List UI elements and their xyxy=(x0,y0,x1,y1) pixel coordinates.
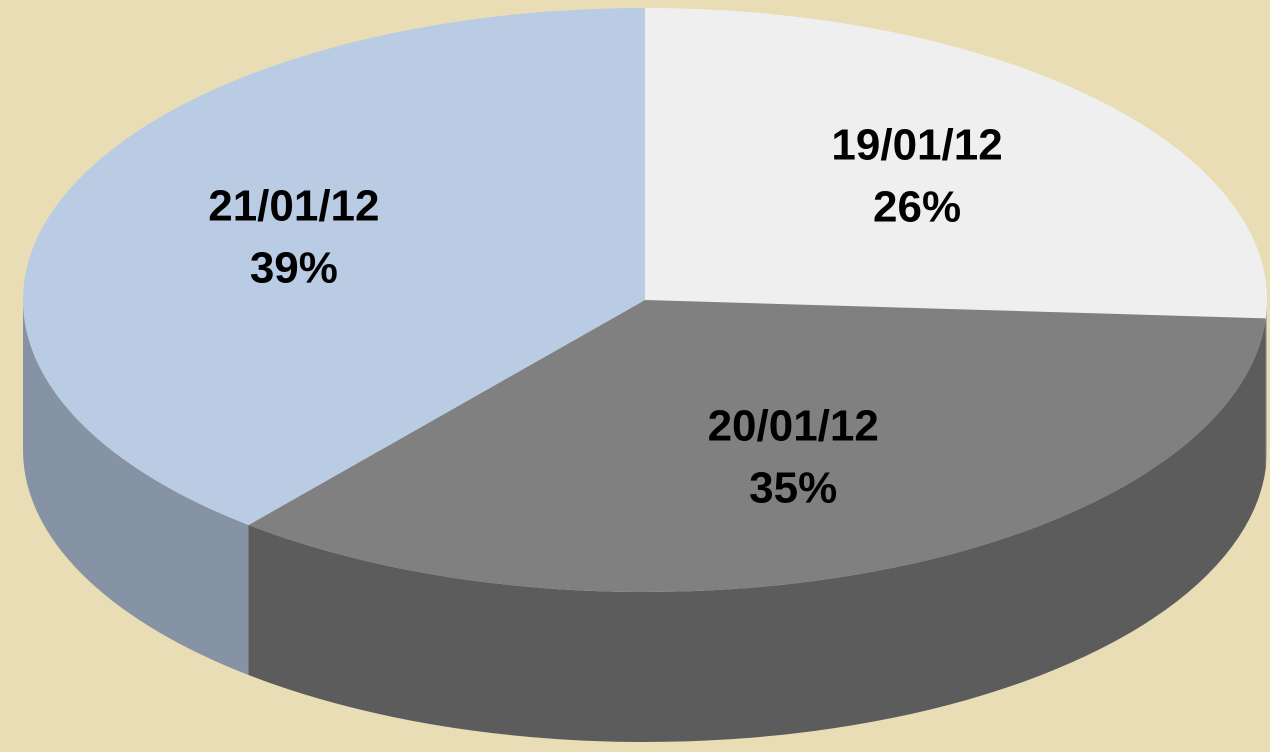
slice-category-label: 19/01/12 xyxy=(831,121,1002,170)
slice-category-label: 20/01/12 xyxy=(708,401,879,450)
slice-value-label: 26% xyxy=(873,183,961,232)
slice-side xyxy=(248,318,1266,742)
slice-side xyxy=(1265,300,1267,469)
slice-value-label: 39% xyxy=(250,243,338,292)
slice xyxy=(645,8,1267,319)
slice-category-label: 21/01/12 xyxy=(208,181,379,230)
slice xyxy=(248,300,1266,592)
slice-side xyxy=(23,300,249,675)
slice xyxy=(23,8,645,525)
slice-value-label: 35% xyxy=(749,463,837,512)
